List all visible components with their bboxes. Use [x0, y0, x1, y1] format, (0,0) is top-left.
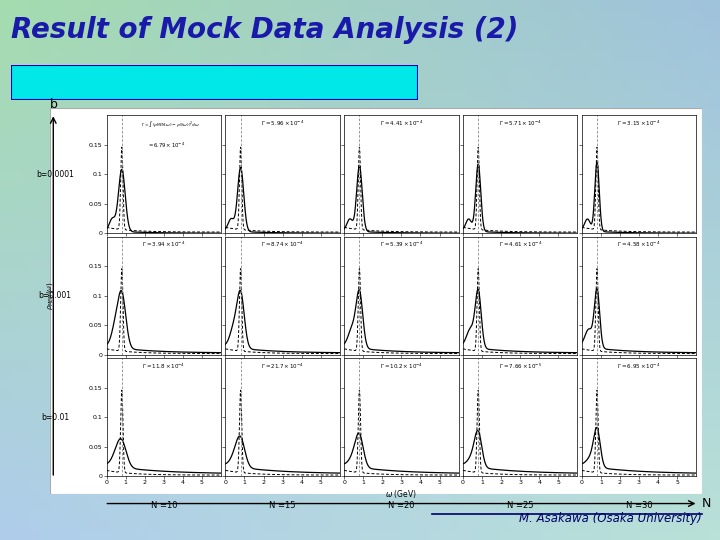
- Text: $\Gamma = 6.95 \times 10^{-4}$: $\Gamma = 6.95 \times 10^{-4}$: [617, 362, 661, 371]
- Text: $\Gamma = 3.15 \times 10^{-4}$: $\Gamma = 3.15 \times 10^{-4}$: [617, 119, 661, 128]
- Text: b: b: [50, 98, 58, 111]
- Text: b=0.01: b=0.01: [41, 413, 69, 422]
- Text: N =30: N =30: [626, 502, 652, 510]
- Text: N =10: N =10: [150, 502, 177, 510]
- Text: $\Gamma = 10.2 \times 10^{-4}$: $\Gamma = 10.2 \times 10^{-4}$: [380, 362, 423, 371]
- Text: N =15: N =15: [269, 502, 296, 510]
- Text: b=0.0001: b=0.0001: [36, 170, 74, 179]
- X-axis label: $\omega$ (GeV): $\omega$ (GeV): [385, 488, 418, 500]
- Text: b=0.001: b=0.001: [39, 291, 71, 300]
- Text: $\Gamma = 5.96 \times 10^{-4}$: $\Gamma = 5.96 \times 10^{-4}$: [261, 119, 305, 128]
- Text: $\Gamma = 3.94 \times 10^{-4}$: $\Gamma = 3.94 \times 10^{-4}$: [142, 240, 186, 249]
- Text: Result of Mock Data Analysis (2): Result of Mock Data Analysis (2): [11, 16, 518, 44]
- Y-axis label: $\rho_{MEM}(\omega)$: $\rho_{MEM}(\omega)$: [45, 281, 55, 310]
- Text: $\Gamma = 21.7 \times 10^{-4}$: $\Gamma = 21.7 \times 10^{-4}$: [261, 362, 304, 371]
- Text: N =20: N =20: [388, 502, 415, 510]
- Text: N =25: N =25: [507, 502, 534, 510]
- Text: $\Gamma = \int(\rho_{MEM}(\omega)-\rho_0(\omega))^2 d\omega$: $\Gamma = \int(\rho_{MEM}(\omega)-\rho_0…: [141, 119, 200, 129]
- Text: $\Gamma = 8.74 \times 10^{-4}$: $\Gamma = 8.74 \times 10^{-4}$: [261, 240, 304, 249]
- Text: $\Gamma = 4.41 \times 10^{-4}$: $\Gamma = 4.41 \times 10^{-4}$: [379, 119, 423, 128]
- Text: N(# of data points)-b(noise level) dependence: N(# of data points)-b(noise level) depen…: [17, 75, 400, 90]
- Text: M. Asakawa (Osaka University): M. Asakawa (Osaka University): [519, 512, 702, 525]
- Text: $= 6.79 \times 10^{-4}$: $= 6.79 \times 10^{-4}$: [147, 141, 185, 150]
- Text: $\Gamma = 5.39 \times 10^{-4}$: $\Gamma = 5.39 \times 10^{-4}$: [379, 240, 423, 249]
- Text: $\Gamma = 11.8 \times 10^{-4}$: $\Gamma = 11.8 \times 10^{-4}$: [142, 362, 186, 371]
- Text: N: N: [702, 497, 711, 510]
- Text: $\Gamma = 4.58 \times 10^{-4}$: $\Gamma = 4.58 \times 10^{-4}$: [617, 240, 661, 249]
- Text: $\Gamma = 7.66 \times 10^{-5}$: $\Gamma = 7.66 \times 10^{-5}$: [499, 362, 541, 371]
- Text: $\Gamma = 4.61 \times 10^{-4}$: $\Gamma = 4.61 \times 10^{-4}$: [498, 240, 542, 249]
- Text: $\Gamma = 5.71 \times 10^{-4}$: $\Gamma = 5.71 \times 10^{-4}$: [499, 119, 541, 128]
